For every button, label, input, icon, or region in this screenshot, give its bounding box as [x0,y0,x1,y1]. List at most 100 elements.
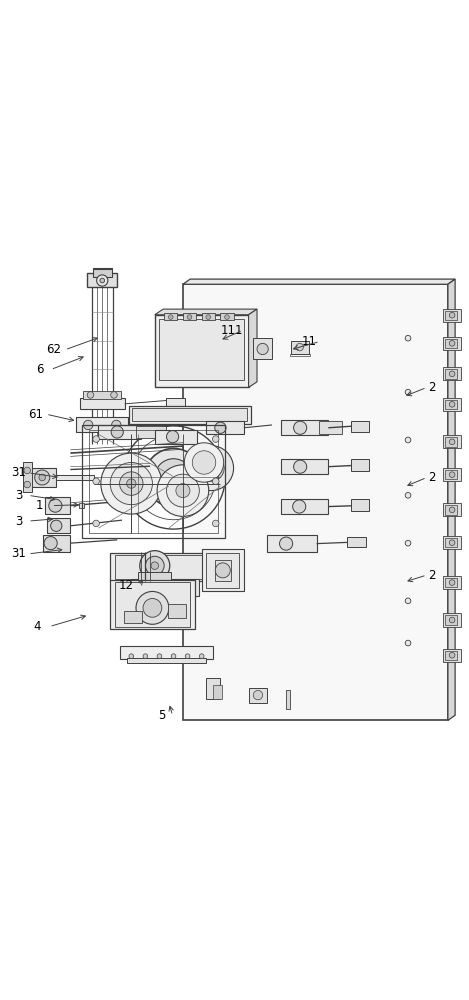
Circle shape [449,371,455,377]
Circle shape [449,439,455,445]
Text: 1: 1 [36,499,44,512]
Circle shape [44,537,57,550]
Circle shape [405,389,411,395]
Bar [267,535,317,552]
Bar [93,268,112,277]
Bar [443,613,461,627]
Bar [445,369,457,379]
Circle shape [39,474,45,481]
Bar [213,685,222,699]
Circle shape [215,563,230,578]
Circle shape [127,479,136,488]
Circle shape [110,462,152,505]
Circle shape [212,436,219,442]
Circle shape [171,654,176,659]
Circle shape [100,278,105,283]
Circle shape [129,654,134,659]
Bar [56,475,94,480]
Bar [28,468,56,487]
Bar [443,337,461,350]
Circle shape [184,443,224,482]
Polygon shape [183,279,455,284]
Polygon shape [448,279,455,720]
Circle shape [151,562,159,569]
Circle shape [144,448,203,507]
Bar [136,426,166,438]
Circle shape [187,315,192,319]
Circle shape [136,591,169,624]
Bar [351,499,369,511]
Circle shape [155,459,192,496]
Circle shape [405,598,411,604]
Circle shape [405,540,411,546]
Circle shape [294,421,307,434]
Bar [281,420,328,435]
Circle shape [212,478,219,485]
Bar [351,459,369,471]
Bar [445,470,457,479]
Bar [443,576,461,589]
Bar [215,560,231,581]
Bar [164,313,177,320]
Bar [47,518,70,533]
Bar [443,309,461,322]
Text: 12: 12 [119,579,134,592]
Text: 2: 2 [428,569,435,582]
Bar [206,421,244,434]
Bar [159,319,244,380]
Circle shape [97,275,108,286]
Text: 3: 3 [15,515,23,528]
Circle shape [170,474,177,481]
Bar [443,367,461,380]
Circle shape [93,520,99,527]
Circle shape [294,460,307,473]
Circle shape [176,484,190,498]
Text: 2: 2 [428,471,435,484]
Bar [445,437,457,447]
Bar [23,462,32,492]
Bar [131,579,199,596]
Circle shape [199,654,204,659]
Bar [443,435,461,448]
Bar [115,555,227,579]
Text: 5: 5 [158,709,166,722]
Bar [98,425,141,439]
Bar [319,421,342,434]
Circle shape [93,436,99,442]
Bar [206,553,239,588]
Bar [290,354,310,356]
Bar [281,499,328,514]
Circle shape [35,470,50,485]
Circle shape [101,453,162,514]
Text: 31: 31 [11,466,26,479]
Bar [443,468,461,481]
Text: 111: 111 [221,324,243,337]
Bar [445,538,457,547]
Bar [87,273,117,287]
Circle shape [280,537,293,550]
Bar [129,406,251,424]
Circle shape [166,431,179,443]
Circle shape [166,474,199,507]
Bar [183,313,196,320]
Text: 6: 6 [36,363,44,376]
Bar [43,535,70,552]
Circle shape [185,654,190,659]
Bar [253,338,272,359]
Bar [291,341,309,354]
Polygon shape [249,309,257,387]
Bar [202,313,215,320]
Circle shape [143,654,148,659]
Bar [127,658,206,663]
Bar [120,646,213,659]
Bar [347,537,366,547]
Bar [445,400,457,409]
Circle shape [257,343,268,355]
Circle shape [405,335,411,341]
Bar [45,497,70,514]
Bar [281,459,328,474]
Bar [445,615,457,625]
Text: 62: 62 [46,343,61,356]
Bar [138,572,171,581]
Circle shape [143,598,162,617]
